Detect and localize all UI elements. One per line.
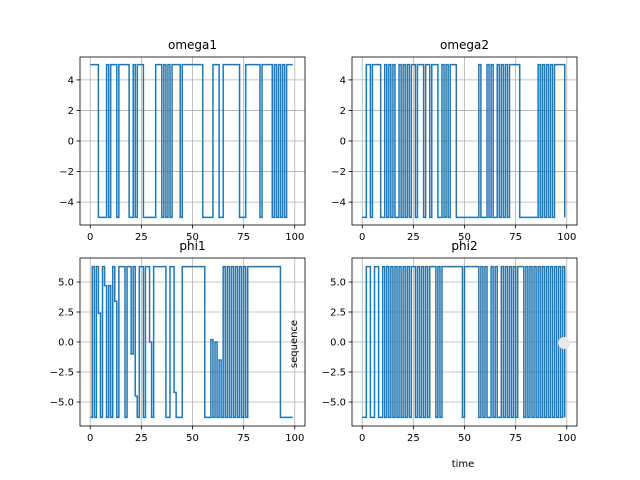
omega2-xtick-label: 100 [557, 232, 576, 243]
omega2-series-line [362, 63, 566, 219]
phi1-ytick-label: 5.0 [58, 278, 74, 289]
omega1-xtick-label: 50 [186, 232, 199, 243]
omega2-title: omega2 [440, 38, 489, 52]
omega2-ytick-label: −2 [331, 167, 346, 178]
phi1-ytick-label: 2.5 [58, 308, 74, 319]
phi1-xtick-label: 25 [135, 433, 148, 444]
omega1-ytick-label: −2 [59, 167, 74, 178]
omega1-ytick-label: −4 [59, 198, 74, 209]
phi1-subplot: 0 25 50 75 100 5.0 2.5 0.0 −2.5 −5.0 phi1 [50, 239, 306, 444]
phi2-xtick-label: 25 [407, 433, 420, 444]
phi1-ytick-label: 0.0 [58, 338, 74, 349]
phi1-xtick-label: 100 [285, 433, 304, 444]
omega1-xtick-label: 0 [87, 232, 93, 243]
y-axis-label: sequence [289, 320, 300, 368]
phi1-xtick-label: 75 [237, 433, 250, 444]
omega2-ytick-label: 4 [340, 75, 346, 86]
hover-marker [558, 337, 570, 349]
omega1-series-line [90, 63, 293, 219]
omega1-xtick-label: 75 [237, 232, 250, 243]
phi2-series-line [362, 265, 566, 419]
omega2-ytick-label: −4 [331, 198, 346, 209]
phi1-xtick-label: 0 [87, 433, 93, 444]
omega2-xtick-label: 0 [359, 232, 365, 243]
omega1-subplot: 0 25 50 75 100 4 2 0 −2 −4 omega1 [59, 38, 306, 243]
omega1-ytick-label: 2 [68, 106, 74, 117]
phi2-subplot: 0 25 50 75 100 5.0 2.5 0.0 −2.5 −5.0 phi2 [322, 239, 578, 444]
phi2-xtick-label: 100 [557, 433, 576, 444]
subplots: 0 25 50 75 100 4 2 0 −2 −4 omega1 0 25 50 75 100 4 2 0 −2 −4… [50, 38, 578, 444]
omega2-ytick-label: 0 [340, 137, 346, 148]
omega2-xtick-label: 75 [509, 232, 522, 243]
phi1-title: phi1 [179, 239, 205, 253]
phi2-ytick-label: −5.0 [322, 398, 346, 409]
phi1-ytick-label: −5.0 [50, 398, 74, 409]
phi2-xtick-label: 50 [458, 433, 471, 444]
phi2-xtick-label: 0 [359, 433, 365, 444]
omega2-xtick-label: 25 [407, 232, 420, 243]
phi2-ytick-label: 5.0 [330, 278, 346, 289]
x-axis-label: time [452, 459, 475, 470]
phi1-series-line [90, 265, 293, 419]
omega1-xtick-label: 25 [135, 232, 148, 243]
phi2-ytick-label: −2.5 [322, 368, 346, 379]
omega2-xtick-label: 50 [458, 232, 471, 243]
phi2-title: phi2 [451, 239, 477, 253]
phi2-xtick-label: 75 [509, 433, 522, 444]
phi1-xtick-label: 50 [186, 433, 199, 444]
omega1-xtick-label: 100 [285, 232, 304, 243]
omega2-ytick-label: 2 [340, 106, 346, 117]
phi2-ytick-label: 0.0 [330, 338, 346, 349]
omega1-ytick-label: 0 [68, 137, 74, 148]
phi2-ytick-label: 2.5 [330, 308, 346, 319]
phi1-ytick-label: −2.5 [50, 368, 74, 379]
omega2-subplot: 0 25 50 75 100 4 2 0 −2 −4 omega2 [331, 38, 578, 243]
omega1-ytick-label: 4 [68, 75, 74, 86]
omega1-title: omega1 [168, 38, 217, 52]
